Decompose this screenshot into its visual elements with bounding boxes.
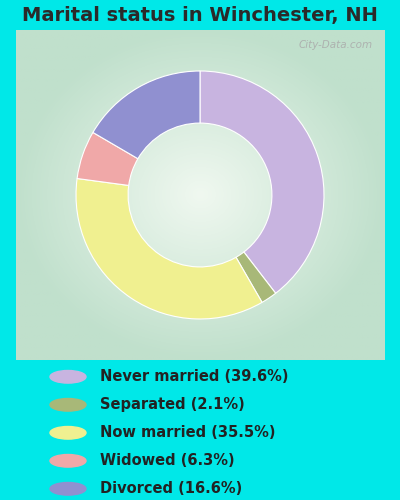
Text: Widowed (6.3%): Widowed (6.3%) [100, 454, 235, 468]
Text: Separated (2.1%): Separated (2.1%) [100, 398, 245, 412]
Circle shape [50, 482, 86, 495]
Wedge shape [77, 132, 138, 186]
Wedge shape [93, 71, 200, 158]
Text: City-Data.com: City-Data.com [299, 40, 373, 50]
Circle shape [50, 454, 86, 467]
Circle shape [50, 426, 86, 439]
Wedge shape [236, 252, 276, 302]
Text: Marital status in Winchester, NH: Marital status in Winchester, NH [22, 6, 378, 25]
Circle shape [50, 398, 86, 411]
Circle shape [50, 370, 86, 383]
Text: Divorced (16.6%): Divorced (16.6%) [100, 482, 242, 496]
Text: Never married (39.6%): Never married (39.6%) [100, 370, 288, 384]
Text: Now married (35.5%): Now married (35.5%) [100, 426, 276, 440]
Wedge shape [200, 71, 324, 294]
Wedge shape [76, 178, 262, 319]
